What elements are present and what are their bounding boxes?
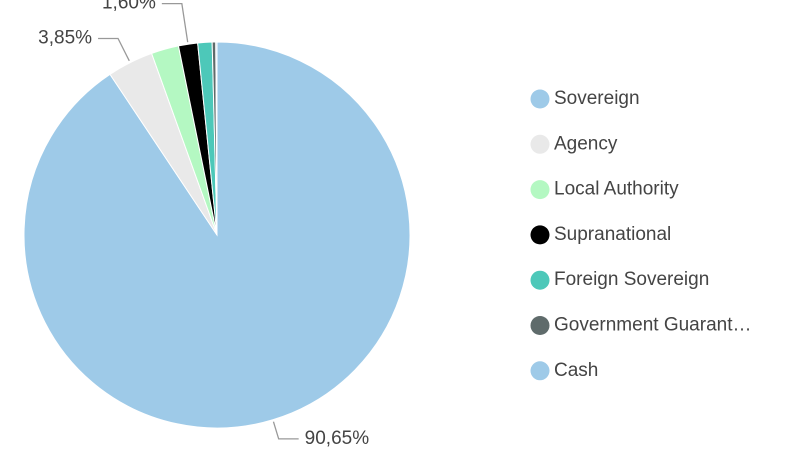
legend-label: Local Authority: [554, 179, 679, 200]
legend-label: Supranational: [554, 224, 671, 245]
legend-swatch: [530, 134, 550, 154]
legend-label: Sovereign: [554, 88, 640, 109]
data-label: 90,65%: [305, 428, 370, 449]
data-label: 3,85%: [38, 28, 92, 49]
legend-swatch: [530, 89, 550, 109]
data-label: 1,60%: [102, 0, 156, 14]
legend-label: Government Guarant…: [554, 315, 751, 336]
legend-swatch: [530, 316, 550, 335]
legend-label: Cash: [554, 360, 598, 381]
leader-line: [272, 421, 299, 440]
legend-swatch: [530, 180, 550, 200]
legend-label: Foreign Sovereign: [554, 269, 709, 290]
legend-swatch: [530, 225, 550, 245]
pie-slice: [215, 41, 218, 236]
leader-line: [98, 37, 130, 62]
leader-line: [161, 3, 189, 43]
legend-swatch: [530, 270, 550, 290]
legend-swatch: [530, 361, 550, 381]
legend-label: Agency: [554, 133, 618, 154]
